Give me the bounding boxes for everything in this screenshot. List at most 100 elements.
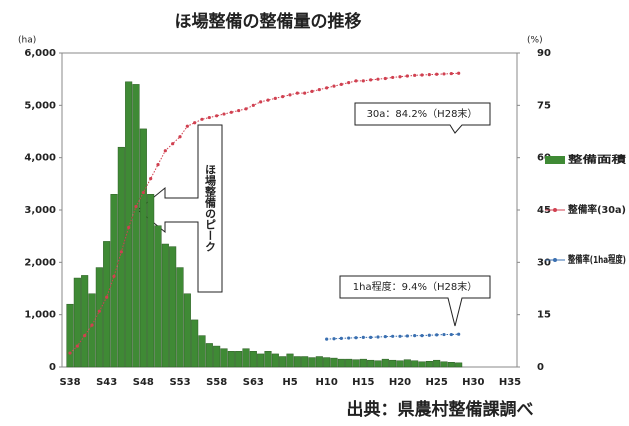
annotation: ほ場整備のピーク bbox=[204, 164, 218, 252]
bar bbox=[161, 243, 169, 368]
point bbox=[134, 204, 138, 209]
point bbox=[215, 114, 219, 118]
x-tick-label: H15 bbox=[352, 377, 374, 388]
bar bbox=[352, 359, 360, 368]
point bbox=[376, 77, 380, 81]
annotation-peak: ほ場整備のピーク bbox=[137, 124, 223, 293]
bar bbox=[389, 359, 397, 368]
bar bbox=[396, 360, 404, 368]
point bbox=[281, 95, 285, 99]
y-tick-label: 0 bbox=[49, 362, 56, 373]
point bbox=[185, 124, 189, 128]
y-tick-label: 4,000 bbox=[24, 153, 56, 164]
x-tick-label: H35 bbox=[499, 377, 521, 388]
y-unit: (ha) bbox=[18, 36, 36, 46]
bar bbox=[315, 356, 323, 368]
point bbox=[310, 89, 314, 93]
point bbox=[207, 115, 211, 120]
x-tick-label: H25 bbox=[426, 377, 448, 388]
bar bbox=[411, 360, 419, 368]
point bbox=[163, 149, 167, 153]
point bbox=[68, 351, 72, 355]
bar bbox=[330, 357, 338, 368]
point bbox=[119, 250, 123, 254]
point bbox=[398, 334, 402, 338]
x-tick-label: H5 bbox=[282, 377, 297, 388]
point bbox=[398, 75, 402, 79]
point bbox=[266, 98, 270, 102]
annotation-1ha: 1ha程度：9.4%（H28末） bbox=[339, 275, 491, 327]
point bbox=[442, 332, 446, 337]
point bbox=[237, 108, 241, 113]
y2-tick-label: 45 bbox=[537, 205, 551, 216]
point bbox=[156, 163, 160, 167]
point bbox=[391, 75, 395, 80]
point bbox=[229, 110, 233, 114]
y-tick-label: 1,000 bbox=[24, 310, 56, 321]
bar bbox=[183, 293, 191, 368]
source: 出典：県農村整備課調べ bbox=[347, 399, 534, 420]
legend-swatch bbox=[545, 156, 565, 164]
bar bbox=[88, 293, 96, 368]
x-tick-label: S38 bbox=[59, 377, 80, 388]
point bbox=[361, 335, 365, 339]
point bbox=[354, 79, 358, 83]
point bbox=[449, 71, 453, 76]
point bbox=[251, 103, 255, 107]
point bbox=[442, 72, 446, 76]
bar bbox=[213, 345, 221, 368]
bar bbox=[301, 356, 309, 368]
point bbox=[288, 93, 292, 97]
y2-tick-label: 0 bbox=[537, 362, 544, 373]
point bbox=[303, 91, 307, 95]
point bbox=[405, 334, 409, 338]
annotation: 1ha程度：9.4%（H28末） bbox=[353, 280, 477, 293]
y2-tick-label: 75 bbox=[537, 100, 551, 111]
bar bbox=[154, 225, 162, 368]
bar bbox=[139, 128, 147, 368]
bar bbox=[125, 81, 133, 368]
bar bbox=[73, 277, 81, 368]
point bbox=[193, 121, 197, 125]
point bbox=[427, 73, 431, 77]
point bbox=[435, 72, 439, 76]
point bbox=[413, 73, 417, 77]
bar bbox=[345, 358, 353, 368]
y2-tick-label: 90 bbox=[537, 48, 551, 59]
x-tick-label: H10 bbox=[316, 377, 338, 388]
bar bbox=[147, 194, 155, 368]
bar bbox=[323, 357, 331, 368]
x-tick-label: S48 bbox=[133, 377, 154, 388]
y-tick-label: 6,000 bbox=[24, 48, 56, 59]
legend-label: 整備率(30a) bbox=[567, 203, 626, 216]
callout-box bbox=[339, 275, 491, 327]
bar bbox=[205, 343, 213, 368]
point bbox=[200, 117, 204, 121]
arrow-box bbox=[137, 124, 223, 293]
bar bbox=[81, 275, 89, 368]
point bbox=[90, 323, 94, 327]
point bbox=[75, 344, 79, 348]
x-tick-label: S63 bbox=[243, 377, 264, 388]
point bbox=[273, 96, 277, 100]
point bbox=[427, 333, 431, 337]
bar bbox=[220, 348, 228, 368]
point bbox=[391, 334, 395, 338]
point bbox=[332, 84, 336, 88]
bar bbox=[257, 353, 265, 368]
point bbox=[457, 71, 461, 75]
x-tick-label: S53 bbox=[169, 377, 190, 388]
bar bbox=[418, 361, 426, 368]
point bbox=[325, 86, 329, 90]
bar bbox=[264, 351, 272, 368]
point bbox=[376, 335, 380, 339]
point bbox=[259, 100, 263, 104]
y2-tick-label: 15 bbox=[537, 310, 551, 321]
bar bbox=[198, 335, 206, 368]
bar bbox=[176, 267, 184, 368]
bar bbox=[293, 356, 301, 368]
point bbox=[449, 332, 453, 337]
y2-tick-label: 60 bbox=[537, 153, 551, 164]
point bbox=[141, 190, 145, 195]
